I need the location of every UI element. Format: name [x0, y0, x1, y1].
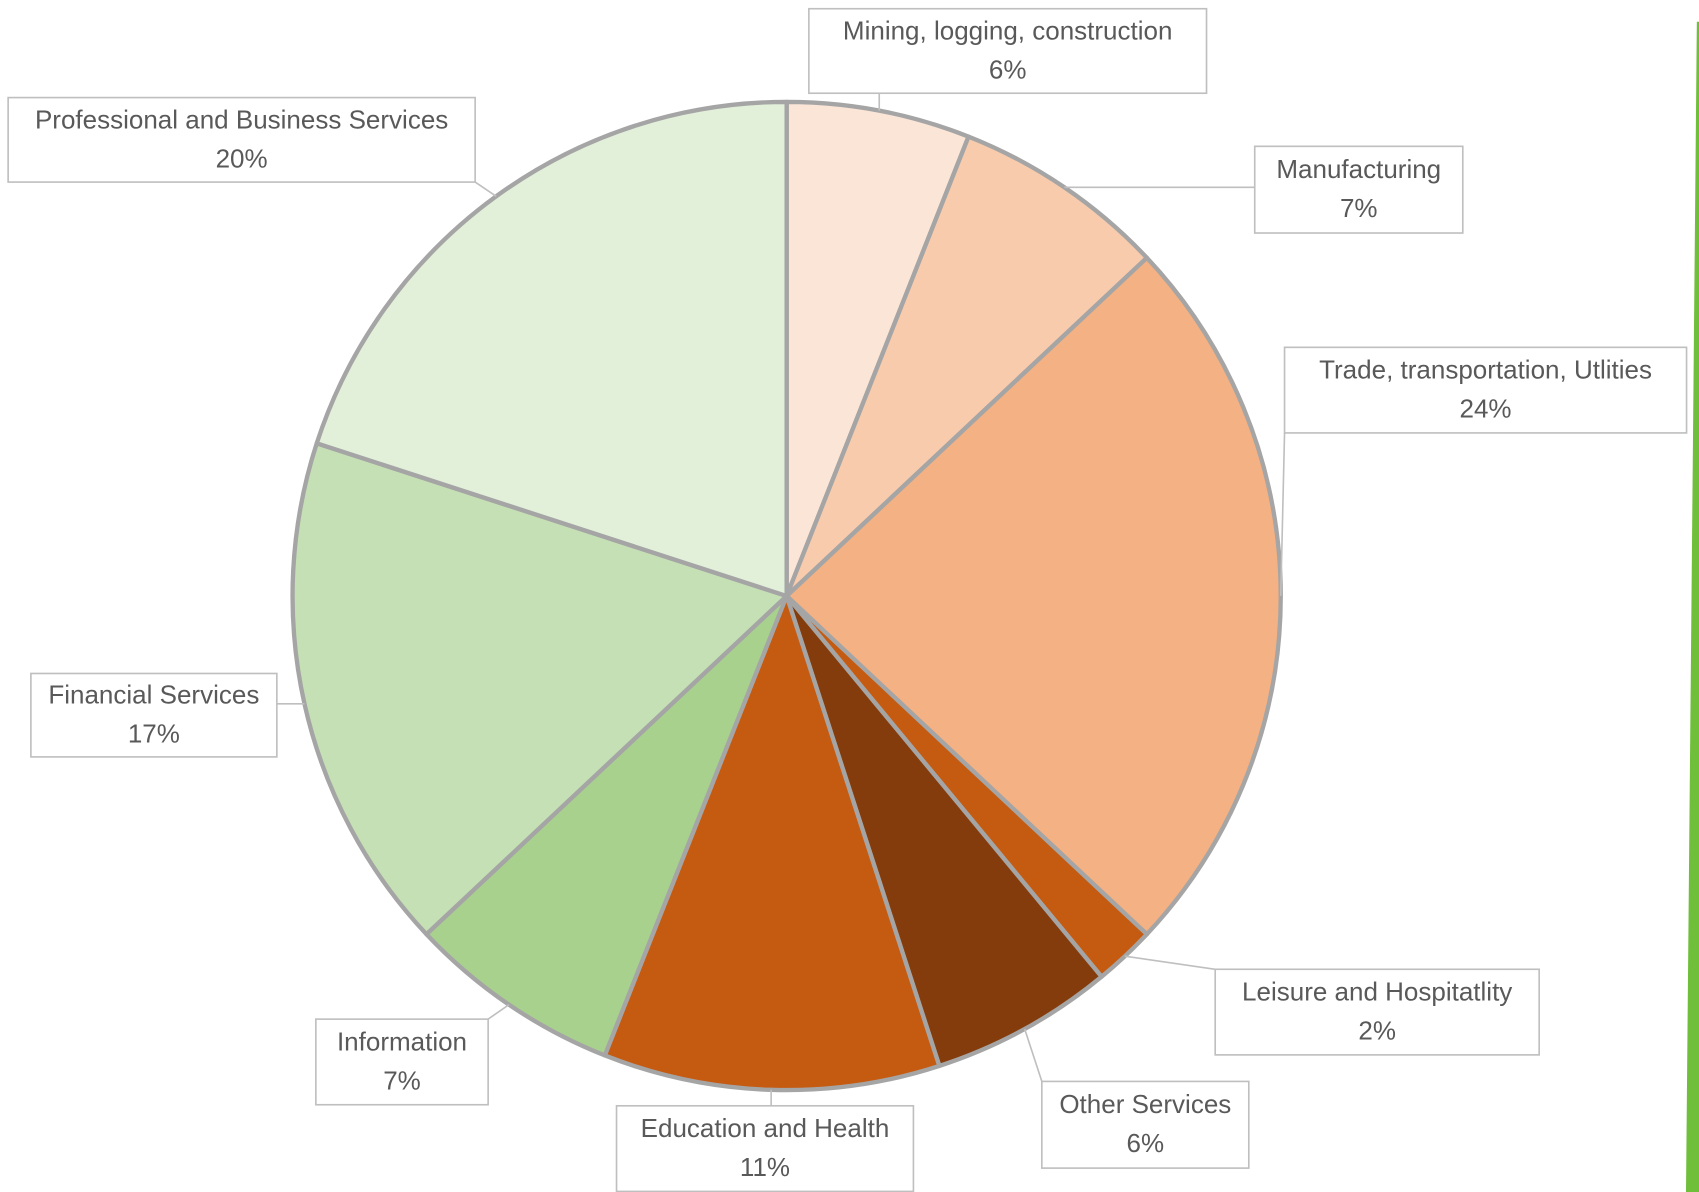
label-box — [615, 1104, 915, 1192]
category-label: Information — [337, 1026, 467, 1056]
value-label: 6% — [1127, 1128, 1165, 1158]
label-box — [1283, 346, 1688, 434]
label-box — [1253, 145, 1464, 234]
value-label: 7% — [1340, 193, 1378, 223]
value-label: 2% — [1358, 1016, 1396, 1046]
category-label: Other Services — [1059, 1089, 1231, 1119]
value-label: 11% — [740, 1152, 790, 1182]
pie-slice — [602, 593, 942, 1093]
label-box — [1214, 968, 1540, 1056]
leader-line — [1124, 955, 1216, 971]
category-label: Mining, logging, construction — [843, 15, 1173, 45]
category-label: Education and Health — [641, 1113, 890, 1143]
label-box — [1041, 1080, 1250, 1169]
value-label: 17% — [128, 719, 180, 749]
pie-slice — [784, 593, 1104, 1069]
accent-bar — [1685, 21, 1699, 1192]
leader-line — [1279, 432, 1286, 597]
label-box — [808, 7, 1208, 95]
leader-line — [487, 1003, 510, 1020]
value-label: 6% — [989, 54, 1027, 84]
leader-line — [1023, 1028, 1043, 1082]
category-label: Professional and Business Services — [35, 104, 448, 134]
pie-slice — [784, 255, 1283, 937]
leader-line — [474, 181, 497, 197]
label-box — [7, 96, 476, 183]
category-label: Manufacturing — [1276, 154, 1441, 184]
pie-slice — [290, 441, 789, 937]
value-label: 7% — [383, 1065, 421, 1095]
label-box — [30, 672, 278, 758]
label-box — [315, 1018, 489, 1106]
category-label: Leisure and Hospitatlity — [1242, 977, 1512, 1007]
pie-slice — [784, 99, 971, 599]
value-label: 20% — [216, 143, 268, 173]
category-label: Financial Services — [48, 680, 259, 710]
value-label: 24% — [1460, 394, 1512, 424]
category-label: Trade, transportation, Utlities — [1319, 355, 1652, 385]
